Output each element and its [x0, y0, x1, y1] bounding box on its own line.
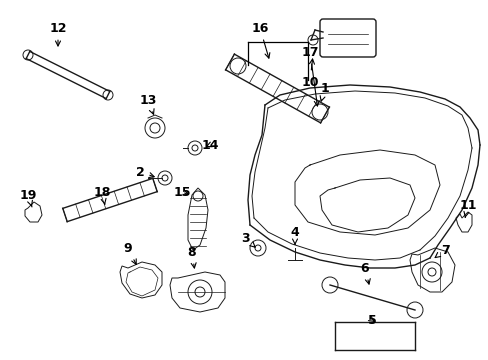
Text: 7: 7 [434, 243, 448, 258]
Text: 6: 6 [360, 261, 369, 284]
Text: 3: 3 [240, 231, 255, 247]
Text: 4: 4 [290, 225, 299, 244]
Polygon shape [25, 202, 42, 222]
Text: 12: 12 [49, 22, 67, 46]
Text: 1: 1 [320, 81, 329, 101]
Text: 19: 19 [19, 189, 37, 207]
Text: 8: 8 [187, 246, 196, 268]
Text: 17: 17 [301, 45, 319, 106]
Text: 2: 2 [135, 166, 154, 179]
Polygon shape [170, 272, 224, 312]
Text: 10: 10 [301, 59, 318, 89]
FancyBboxPatch shape [319, 19, 375, 57]
Polygon shape [120, 262, 162, 298]
Polygon shape [409, 248, 454, 292]
Text: 15: 15 [173, 185, 190, 198]
Text: 5: 5 [367, 314, 376, 327]
Text: 14: 14 [201, 139, 218, 152]
Polygon shape [187, 188, 207, 250]
Polygon shape [455, 212, 471, 232]
Text: 18: 18 [93, 185, 110, 204]
Text: 13: 13 [139, 94, 156, 114]
Text: 9: 9 [123, 242, 136, 264]
Text: 11: 11 [458, 198, 476, 217]
Text: 16: 16 [251, 22, 269, 58]
